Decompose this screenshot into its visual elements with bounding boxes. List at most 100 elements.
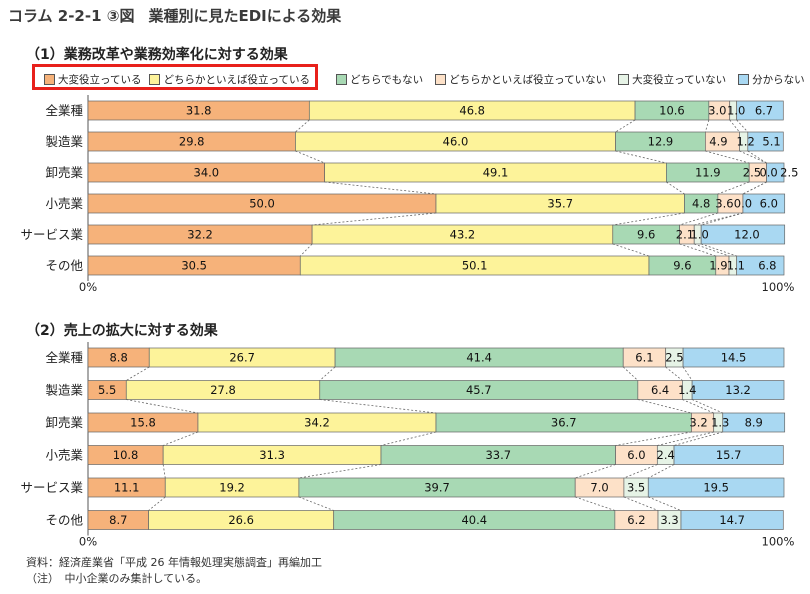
connector-line	[612, 212, 685, 226]
data-label: 10.8	[113, 448, 139, 462]
bar-segment	[691, 380, 785, 400]
bar-segment	[164, 477, 300, 498]
bar-segment	[87, 347, 150, 368]
footnote-note: （注） 中小企業のみ集計している。	[26, 572, 208, 585]
connector-line	[623, 464, 658, 479]
legend-item-somewhat-useful: どちらかといえば役立っている	[149, 72, 310, 87]
bar-segment	[87, 510, 149, 530]
connector-line	[324, 181, 437, 195]
data-label: 50.1	[462, 259, 488, 273]
data-label: 1.0	[691, 228, 709, 242]
data-label: 31.8	[186, 104, 212, 118]
bar-segment	[747, 131, 784, 152]
connector-line	[679, 243, 716, 257]
data-label: 3.2	[689, 416, 707, 430]
data-label: 34.2	[304, 416, 330, 430]
connector-line	[622, 366, 639, 381]
data-label: 19.5	[703, 481, 729, 495]
category-label: 全業種	[45, 350, 83, 365]
category-label: 卸売業	[45, 415, 83, 430]
connector-line	[126, 399, 199, 414]
data-label: 9.6	[673, 259, 691, 273]
data-label: 15.7	[716, 448, 742, 462]
data-label: 1.0	[727, 104, 745, 118]
data-label: 1.2	[736, 135, 754, 149]
connector-line	[163, 431, 199, 446]
data-label: 30.5	[181, 259, 207, 273]
connector-line	[729, 119, 740, 133]
connector-line	[717, 181, 750, 195]
connector-line	[295, 119, 310, 133]
data-label: 1.3	[711, 416, 729, 430]
data-label: 6.8	[758, 259, 776, 273]
data-label: 0.0	[759, 166, 777, 180]
bar-segment	[148, 347, 336, 368]
data-label: 5.1	[762, 135, 780, 149]
connector-line	[665, 366, 683, 381]
connector-line	[679, 212, 718, 226]
bar-segment	[682, 380, 693, 400]
x-axis-label-max: 100%	[762, 535, 795, 549]
category-label: サービス業	[20, 480, 83, 495]
legend-item-not-useful: 大変役立っていない	[618, 72, 726, 87]
data-label: 11.9	[695, 166, 721, 180]
data-label: 12.0	[734, 228, 760, 242]
bar-segment	[148, 510, 335, 530]
connector-line	[691, 399, 723, 414]
connector-line	[704, 119, 710, 133]
data-label: 6.2	[627, 513, 645, 527]
bar-segment	[615, 445, 658, 465]
bar-segment	[435, 412, 692, 433]
figure-title-text: 業種別に見たEDIによる効果	[148, 7, 342, 25]
legend-label: 大変役立っている	[58, 73, 142, 86]
bar-segment	[125, 380, 321, 400]
bar-segment	[87, 412, 199, 433]
legend-label: どちらでもない	[349, 73, 424, 86]
connector-line	[739, 150, 767, 164]
data-label: 46.0	[443, 135, 469, 149]
connector-line	[666, 181, 685, 195]
data-label: 35.7	[547, 197, 573, 211]
data-label: 43.2	[450, 228, 476, 242]
category-label: その他	[45, 513, 83, 528]
section-1-title: （1）業務改革や業務効率化に対する効果	[26, 47, 288, 63]
legend: 大変役立っている どちらかといえば役立っている どちらでもない どちらかといえば…	[44, 70, 805, 88]
data-label: 2.1	[676, 228, 694, 242]
bar-segment	[647, 477, 785, 498]
connector-line	[319, 366, 336, 381]
connector-line	[312, 212, 437, 226]
connector-line	[648, 496, 682, 511]
connector-line	[162, 464, 166, 479]
category-label: 卸売業	[45, 165, 83, 180]
connector-line	[575, 496, 616, 511]
data-label: 50.0	[249, 197, 275, 211]
bar-segment	[162, 445, 382, 465]
bar-segment	[298, 477, 576, 498]
bar-segment	[657, 510, 682, 530]
connector-line	[623, 496, 659, 511]
legend-swatch	[335, 73, 347, 85]
data-label: 2.5	[743, 166, 761, 180]
category-label: 全業種	[45, 103, 83, 118]
data-label: 11.1	[114, 481, 140, 495]
connector-line	[298, 464, 382, 479]
bar-segment	[673, 445, 784, 465]
connector-line	[648, 464, 675, 479]
bar-segment	[713, 412, 724, 433]
data-label: 3.3	[660, 513, 678, 527]
connector-line	[736, 119, 749, 133]
connector-line	[747, 150, 767, 164]
data-label: 4.9	[709, 135, 727, 149]
data-label: 2.4	[657, 448, 675, 462]
category-label: 製造業	[45, 383, 83, 398]
legend-label: どちらかといえば役立っていない	[449, 73, 607, 86]
legend-item-neutral: どちらでもない	[335, 72, 424, 87]
data-label: 45.7	[466, 383, 492, 397]
data-label: 6.1	[635, 351, 653, 365]
source-note: 資料：経済産業省「平成 26 年情報処理実態調査」再編加工	[26, 556, 322, 569]
legend-label: どちらかといえば役立っている	[163, 73, 310, 86]
category-label: 小売業	[45, 448, 83, 463]
data-label: 41.4	[466, 351, 492, 365]
bar-segment	[656, 445, 675, 465]
